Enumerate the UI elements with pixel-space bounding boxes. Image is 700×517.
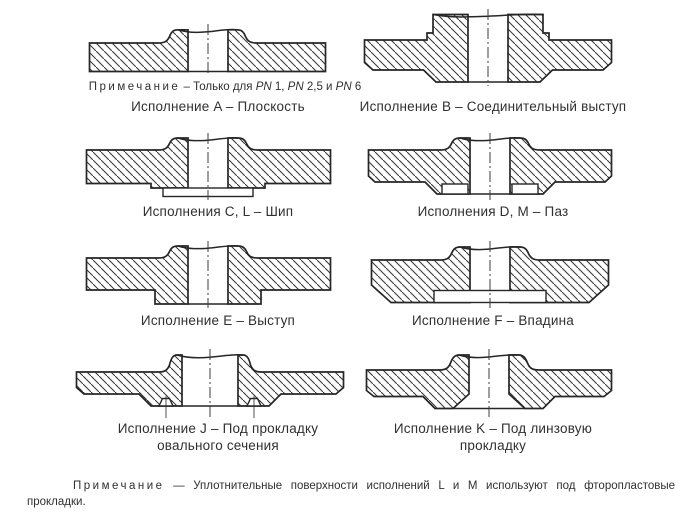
footnote-line1: Примечание — Уплотнительные поверхности … <box>73 480 675 492</box>
groove-feature-right <box>511 183 539 195</box>
figure-caption-j-line2: овального сечения <box>157 438 279 453</box>
flange-section-f-drawing <box>370 241 610 308</box>
groove-feature-left <box>441 183 469 195</box>
flange-section-e-drawing <box>85 241 332 308</box>
figure-caption-k: Исполнение K – Под линзовую прокладку <box>348 420 638 454</box>
figure-caption-e: Исполнение E – Выступ <box>140 313 296 328</box>
figure-caption-a: Исполнение A – Плоскость <box>131 99 305 114</box>
flange-section-j-drawing <box>75 349 345 420</box>
figure-caption-f: Исполнение F – Впадина <box>412 313 574 328</box>
figure-note-a: Примечание – Только для PN 1, PN 2,5 и P… <box>88 81 362 93</box>
flange-section-d-drawing <box>367 133 613 200</box>
footnote-line2: прокладки. <box>27 496 86 508</box>
figure-caption-k-line2: прокладку <box>459 438 527 453</box>
figure-caption-j-line1: Исполнение J – Под прокладку <box>117 421 319 436</box>
figure-caption-b: Исполнение B – Соединительный выступ <box>359 99 627 114</box>
figure-caption-k-line1: Исполнение K – Под линзовую <box>393 421 593 436</box>
figure-caption-j: Исполнение J – Под прокладку овального с… <box>58 420 378 454</box>
flange-section-k-drawing <box>365 349 613 420</box>
footnote: Примечание — Уплотнительные поверхности … <box>27 478 675 510</box>
figure-caption-d: Исполнения D, M – Паз <box>417 204 569 219</box>
flange-section-b-drawing <box>363 9 613 86</box>
figure-caption-c: Исполнения C, L – Шип <box>142 204 294 219</box>
flange-section-c-drawing <box>85 133 332 200</box>
flange-section-a-drawing <box>88 24 327 75</box>
